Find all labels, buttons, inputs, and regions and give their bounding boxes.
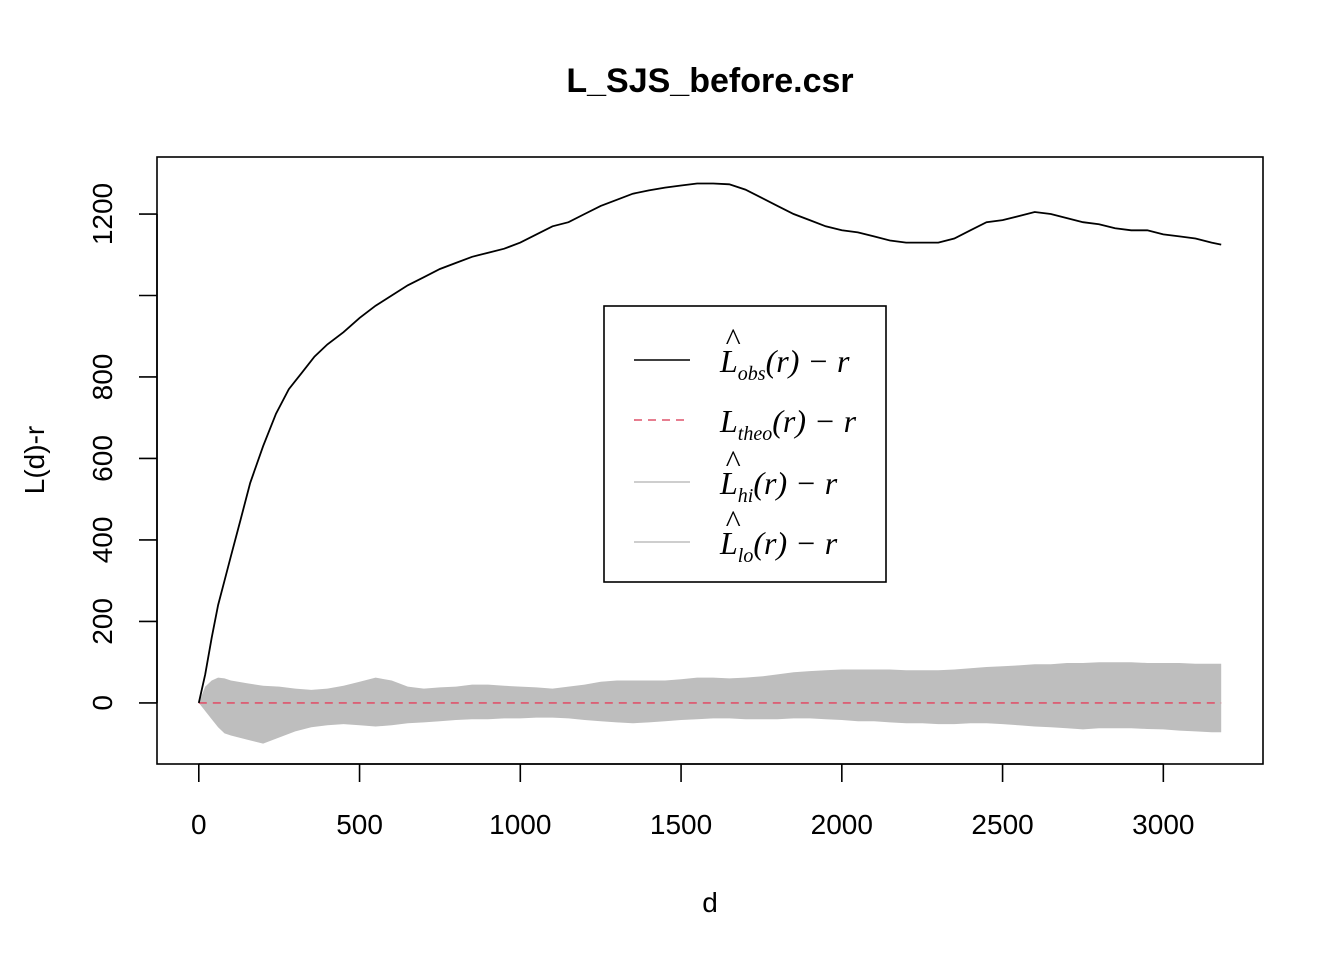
- y-tick-label: 1200: [87, 183, 118, 245]
- legend-label: Lobs(r) − r: [719, 343, 850, 385]
- legend-item-hi: Lhi(r) − r^: [634, 443, 838, 507]
- legend-item-obs: Lobs(r) − r^: [634, 321, 850, 385]
- legend-label: Ltheo(r) − r: [719, 403, 857, 445]
- x-tick-label: 3000: [1132, 809, 1194, 840]
- legend-item-lo: Llo(r) − r^: [634, 503, 838, 567]
- x-tick-label: 1500: [650, 809, 712, 840]
- x-tick-label: 0: [191, 809, 207, 840]
- x-tick-label: 1000: [489, 809, 551, 840]
- y-axis-label: L(d)-r: [19, 426, 50, 494]
- chart-title: L_SJS_before.csr: [566, 62, 853, 100]
- x-axis-label: d: [702, 887, 718, 918]
- y-axis: 0 200 400 600 800 1200: [87, 183, 158, 711]
- y-tick-label: 600: [87, 435, 118, 482]
- y-tick-label: 400: [87, 517, 118, 564]
- series-layer: [197, 182, 1222, 704]
- series-obs-line: [197, 182, 1222, 704]
- legend-label: Lhi(r) − r: [719, 465, 838, 507]
- legend-label: Llo(r) − r: [719, 525, 838, 567]
- x-tick-label: 2500: [971, 809, 1033, 840]
- legend-hat-mark: ^: [725, 321, 741, 357]
- x-tick-label: 500: [336, 809, 383, 840]
- y-tick-label: 800: [87, 354, 118, 401]
- y-tick-label: 200: [87, 598, 118, 645]
- legend-item-theo: Ltheo(r) − r: [634, 403, 857, 445]
- x-tick-label: 2000: [811, 809, 873, 840]
- legend-hat-mark: ^: [725, 503, 741, 539]
- y-tick-label: 0: [87, 695, 118, 711]
- legend-hat-mark: ^: [725, 443, 741, 479]
- legend-box: [603, 305, 887, 583]
- x-axis: 0 500 1000 1500 2000 2500 3000: [191, 763, 1194, 840]
